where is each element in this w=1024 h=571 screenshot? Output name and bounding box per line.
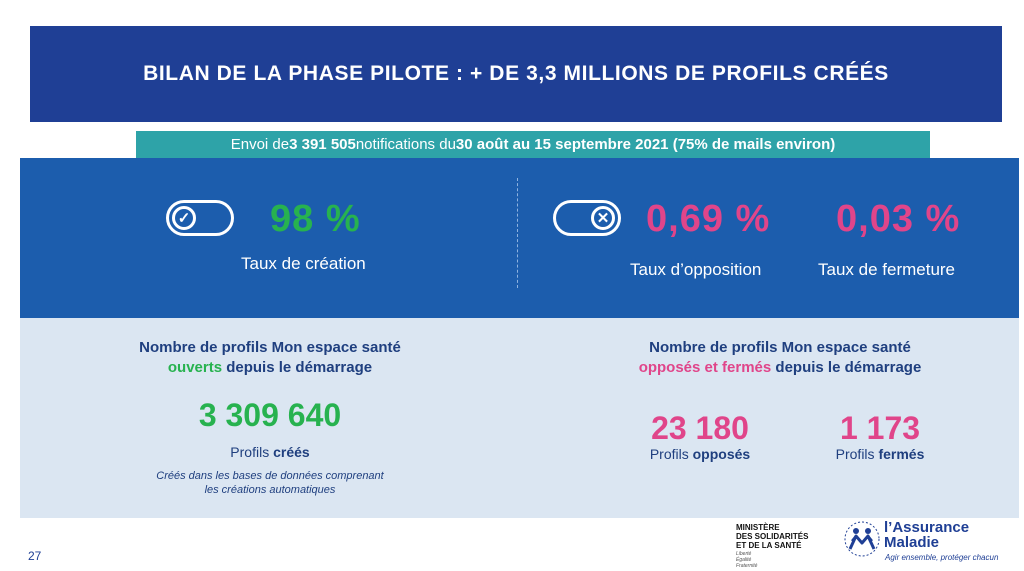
closed-profiles-label: Profils fermés (800, 446, 960, 462)
check-icon: ✓ (172, 206, 196, 230)
ministry-line-3: ET DE LA SANTÉ (736, 541, 802, 550)
created-sub-prefix: Profils (230, 444, 274, 460)
opposed-heading-line1: Nombre de profils Mon espace santé (649, 339, 911, 356)
opposed-sub-bold: opposés (692, 446, 751, 462)
opposed-profiles-count: 23 180 (651, 410, 749, 446)
opened-heading-rest: depuis le démarrage (222, 359, 373, 376)
assurance-maladie-logo-icon (844, 521, 880, 557)
opposed-heading-rest: depuis le démarrage (771, 359, 922, 376)
cross-icon: ✕ (591, 206, 615, 230)
ministry-motto: Liberté Égalité Fraternité (736, 551, 836, 569)
motto-line-3: Fraternité (736, 563, 758, 569)
rates-divider (517, 178, 518, 288)
page-number: 27 (28, 549, 42, 563)
opened-highlight: ouverts (167, 359, 223, 376)
page-title: BILAN DE LA PHASE PILOTE : + DE 3,3 MILL… (143, 62, 889, 85)
brand-line-2: Maladie (884, 534, 940, 551)
counts-panel (20, 318, 1019, 518)
brand-line-1: l’Assurance (884, 519, 970, 536)
created-profiles-count: 3 309 640 (198, 397, 342, 433)
title-banner: BILAN DE LA PHASE PILOTE : + DE 3,3 MILL… (30, 26, 1002, 122)
toggle-check-icon: ✓ (166, 200, 234, 236)
opposed-profiles-label: Profils opposés (610, 446, 790, 462)
notification-bar: Envoi de 3 391 505 notifications du 30 a… (136, 131, 930, 158)
opened-profiles-heading: Nombre de profils Mon espace santé ouver… (60, 338, 480, 378)
ministry-line-2: DES SOLIDARITÉS (736, 532, 809, 541)
created-profiles-note: Créés dans les bases de données comprena… (156, 470, 384, 496)
opposition-rate-label: Taux d’opposition (630, 260, 762, 279)
assurance-maladie-name: l’Assurance Maladie (884, 520, 969, 550)
created-sub-bold: créés (273, 444, 310, 460)
notification-period: 30 août au 15 septembre 2021 (75% de mai… (455, 136, 836, 153)
ministry-line-1: MINISTÈRE (736, 523, 780, 532)
closed-sub-prefix: Profils (835, 446, 879, 462)
opposition-rate: 0,69 % (646, 198, 771, 240)
toggle-cross-icon: ✕ (553, 200, 621, 236)
motto-line-1: Liberté (736, 551, 752, 557)
motto-line-2: Égalité (736, 557, 752, 563)
created-profiles-label: Profils créés (150, 444, 390, 460)
opposed-highlight: opposés et fermés (638, 359, 772, 376)
notification-count: 3 391 505 (289, 136, 356, 153)
closure-rate-label: Taux de fermeture (818, 260, 956, 279)
rates-panel (20, 158, 1019, 318)
notification-prefix: Envoi de (230, 136, 290, 153)
closure-rate: 0,03 % (836, 198, 961, 240)
opposed-closed-heading: Nombre de profils Mon espace santé oppos… (560, 338, 1000, 378)
creation-rate: 98 % (270, 198, 361, 240)
brand-tagline: Agir ensemble, protéger chacun (885, 553, 999, 562)
opened-heading-line1: Nombre de profils Mon espace santé (139, 339, 401, 356)
creation-rate-label: Taux de création (241, 254, 366, 273)
opposed-sub-prefix: Profils (649, 446, 693, 462)
closed-profiles-count: 1 173 (839, 410, 921, 446)
closed-sub-bold: fermés (878, 446, 925, 462)
notification-mid: notifications du (355, 136, 456, 153)
ministry-logo: MINISTÈRE DES SOLIDARITÉS ET DE LA SANTÉ… (736, 523, 836, 569)
